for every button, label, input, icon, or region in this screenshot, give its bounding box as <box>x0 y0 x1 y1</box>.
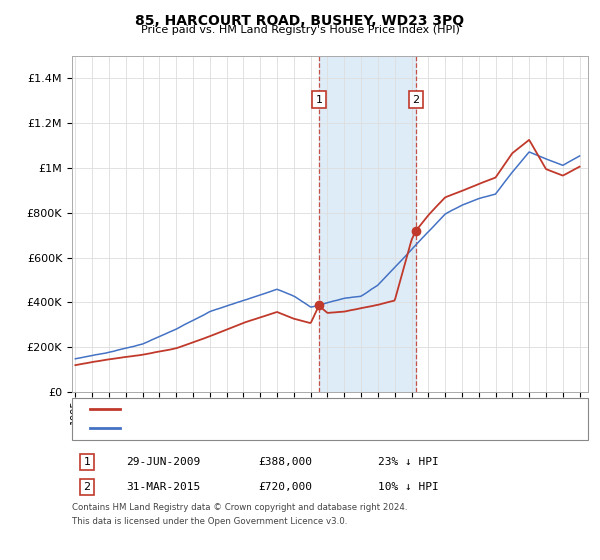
Text: 2: 2 <box>412 95 419 105</box>
Text: HPI: Average price, detached house, Hertsmere: HPI: Average price, detached house, Hert… <box>129 423 377 433</box>
Text: 10% ↓ HPI: 10% ↓ HPI <box>378 482 439 492</box>
Text: Price paid vs. HM Land Registry's House Price Index (HPI): Price paid vs. HM Land Registry's House … <box>140 25 460 35</box>
Text: 1: 1 <box>83 457 91 467</box>
Text: 31-MAR-2015: 31-MAR-2015 <box>126 482 200 492</box>
Text: 1: 1 <box>316 95 322 105</box>
Text: 29-JUN-2009: 29-JUN-2009 <box>126 457 200 467</box>
Text: 23% ↓ HPI: 23% ↓ HPI <box>378 457 439 467</box>
Text: 85, HARCOURT ROAD, BUSHEY, WD23 3PQ (detached house): 85, HARCOURT ROAD, BUSHEY, WD23 3PQ (det… <box>129 404 445 414</box>
Bar <box>319 56 416 392</box>
Text: This data is licensed under the Open Government Licence v3.0.: This data is licensed under the Open Gov… <box>72 517 347 526</box>
Text: 2: 2 <box>83 482 91 492</box>
Text: Contains HM Land Registry data © Crown copyright and database right 2024.: Contains HM Land Registry data © Crown c… <box>72 503 407 512</box>
Text: 85, HARCOURT ROAD, BUSHEY, WD23 3PQ: 85, HARCOURT ROAD, BUSHEY, WD23 3PQ <box>136 14 464 28</box>
Text: £720,000: £720,000 <box>258 482 312 492</box>
Text: £388,000: £388,000 <box>258 457 312 467</box>
